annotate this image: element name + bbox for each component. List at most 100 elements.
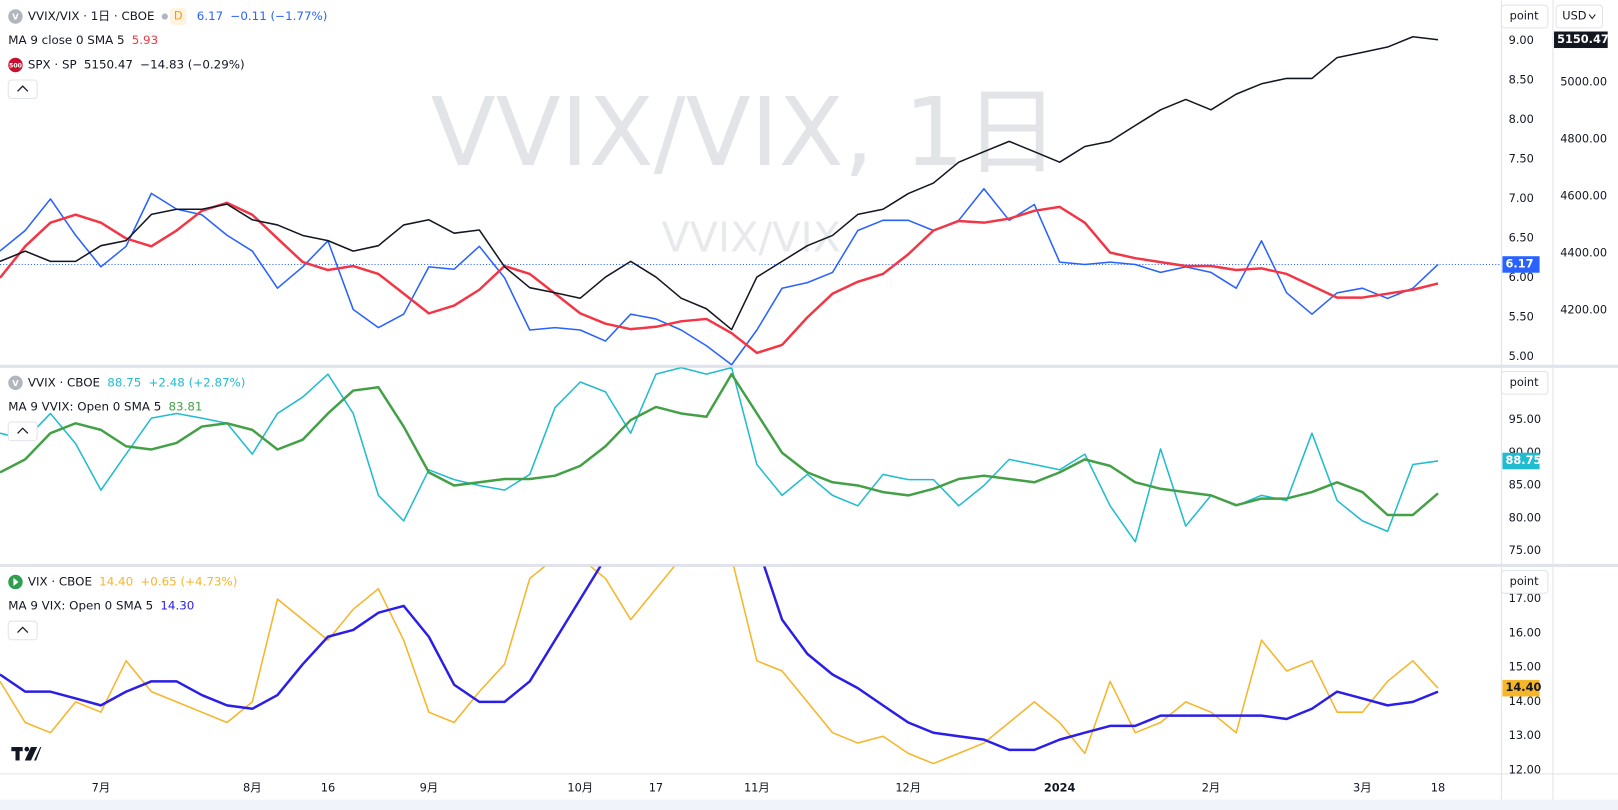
collapse-icon xyxy=(17,85,29,92)
badge xyxy=(169,8,187,25)
x-tick-label: 11月 xyxy=(744,780,770,794)
y-tick-label: 8.50 xyxy=(1509,73,1534,87)
mode-button-label[interactable]: point xyxy=(1510,375,1539,389)
legend-name: VIX · CBOE xyxy=(28,574,92,588)
x-tick-label: 17 xyxy=(649,780,663,794)
y-tick-label: 17.00 xyxy=(1509,591,1541,605)
symbol-icon-text: V xyxy=(12,378,19,388)
collapse-icon xyxy=(17,626,29,633)
y-tick-label: 14.00 xyxy=(1509,694,1541,708)
collapse-button[interactable] xyxy=(7,620,38,641)
x-tick-label: 3月 xyxy=(1353,780,1372,794)
x-tick-label: 12月 xyxy=(895,780,921,794)
legend-name: VVIX · CBOE xyxy=(28,375,100,389)
series-line xyxy=(0,187,1439,366)
legend-name: VVIX/VIX · 1日 · CBOE xyxy=(28,9,155,23)
x-tick-label: 2024 xyxy=(1044,780,1076,794)
x-tick-label: 10月 xyxy=(567,780,593,794)
legend-name: MA 9 VIX: Open 0 SMA 5 xyxy=(8,599,153,613)
y-tick-label: 7.50 xyxy=(1509,151,1534,165)
y-tick-label: 5.50 xyxy=(1509,309,1534,323)
legend-value: 88.75 xyxy=(107,375,141,389)
legend-name: MA 9 close 0 SMA 5 xyxy=(8,33,124,47)
price-tag-label: 5150.47 xyxy=(1557,32,1609,46)
symbol-icon xyxy=(8,375,23,391)
collapse-button[interactable] xyxy=(7,79,38,100)
y2-tick-label: 5000.00 xyxy=(1560,75,1607,89)
collapse-button[interactable] xyxy=(7,421,38,442)
y-tick-label: 85.00 xyxy=(1509,478,1541,492)
tradingview-logo xyxy=(11,746,42,761)
y2-tick-label: 4400.00 xyxy=(1560,246,1607,260)
y2-tick-label: 4600.00 xyxy=(1560,189,1607,203)
mode-button-label[interactable]: point xyxy=(1510,574,1539,588)
mode-button[interactable] xyxy=(1500,370,1549,395)
series-line xyxy=(0,372,1439,517)
y-tick-label: 8.00 xyxy=(1509,112,1534,126)
series-line xyxy=(0,201,1439,355)
y2-tick-label: 4200.00 xyxy=(1560,303,1607,317)
price-tag xyxy=(1502,452,1540,470)
legend-value: 14.30 xyxy=(160,599,194,613)
legend-change: +2.48 (+2.87%) xyxy=(148,375,245,389)
series-line xyxy=(0,566,1439,752)
series-line xyxy=(0,566,1439,765)
series-line xyxy=(0,35,1439,331)
currency-button[interactable] xyxy=(1555,4,1604,29)
price-tag xyxy=(1502,679,1540,697)
legend-name: MA 9 VVIX: Open 0 SMA 5 xyxy=(8,400,161,414)
y-tick-label: 12.00 xyxy=(1509,762,1541,776)
y-tick-label: 75.00 xyxy=(1509,543,1541,557)
currency-label[interactable]: USD xyxy=(1562,9,1587,23)
legend-value: 5150.47 xyxy=(84,58,133,72)
y-tick-label: 80.00 xyxy=(1509,510,1541,524)
price-tag-label: 6.17 xyxy=(1506,256,1534,270)
badge-dot xyxy=(161,13,168,20)
symbol-icon xyxy=(8,9,23,24)
y-tick-label: 6.00 xyxy=(1509,270,1534,284)
legend-value: 5.93 xyxy=(132,33,158,47)
price-tag xyxy=(1502,256,1540,273)
collapse-icon xyxy=(17,427,29,434)
watermark: VVIX/VIX, 1日 xyxy=(431,78,1060,188)
series-line xyxy=(0,367,1439,543)
x-tick-label: 8月 xyxy=(243,780,262,794)
x-tick-label: 2月 xyxy=(1202,780,1221,794)
y-tick-label: 13.00 xyxy=(1509,728,1541,742)
mode-button[interactable] xyxy=(1500,4,1549,29)
symbol-icon-text: 500 xyxy=(9,63,23,70)
badge-text: D xyxy=(174,9,183,23)
mode-button[interactable] xyxy=(1500,570,1549,594)
legend-change: −0.11 (−1.77%) xyxy=(230,9,327,23)
price-tag-label: 88.75 xyxy=(1506,453,1542,467)
y-tick-label: 16.00 xyxy=(1509,625,1541,639)
x-tick-label: 16 xyxy=(321,780,335,794)
legend-value: 6.17 xyxy=(197,9,223,23)
legend-value: 14.40 xyxy=(99,574,133,588)
legend-change: −14.83 (−0.29%) xyxy=(140,58,245,72)
y-tick-label: 9.00 xyxy=(1509,33,1534,47)
legend-value: 83.81 xyxy=(168,400,202,414)
symbol-icon xyxy=(8,57,23,73)
y-tick-label: 15.00 xyxy=(1509,660,1541,674)
y-tick-label: 5.00 xyxy=(1509,349,1534,363)
bottom-bar xyxy=(0,799,1618,810)
currency-caret xyxy=(1588,14,1596,20)
price-tag-label: 14.40 xyxy=(1506,680,1542,694)
y-tick-label: 95.00 xyxy=(1509,412,1541,426)
price-tag xyxy=(1554,31,1608,49)
symbol-icon-arrow xyxy=(13,577,19,587)
x-tick-label: 9月 xyxy=(420,780,439,794)
y-tick-label: 7.00 xyxy=(1509,191,1534,205)
x-tick-label: 18 xyxy=(1431,780,1445,794)
watermark-sub: VVIX/VIX xyxy=(661,213,840,261)
mode-button-label[interactable]: point xyxy=(1510,9,1539,23)
symbol-icon-text: V xyxy=(12,12,19,22)
x-tick-label: 7月 xyxy=(92,780,111,794)
legend-change: +0.65 (+4.73%) xyxy=(140,574,237,588)
y2-tick-label: 4800.00 xyxy=(1560,132,1607,146)
y-tick-label: 6.50 xyxy=(1509,230,1534,244)
